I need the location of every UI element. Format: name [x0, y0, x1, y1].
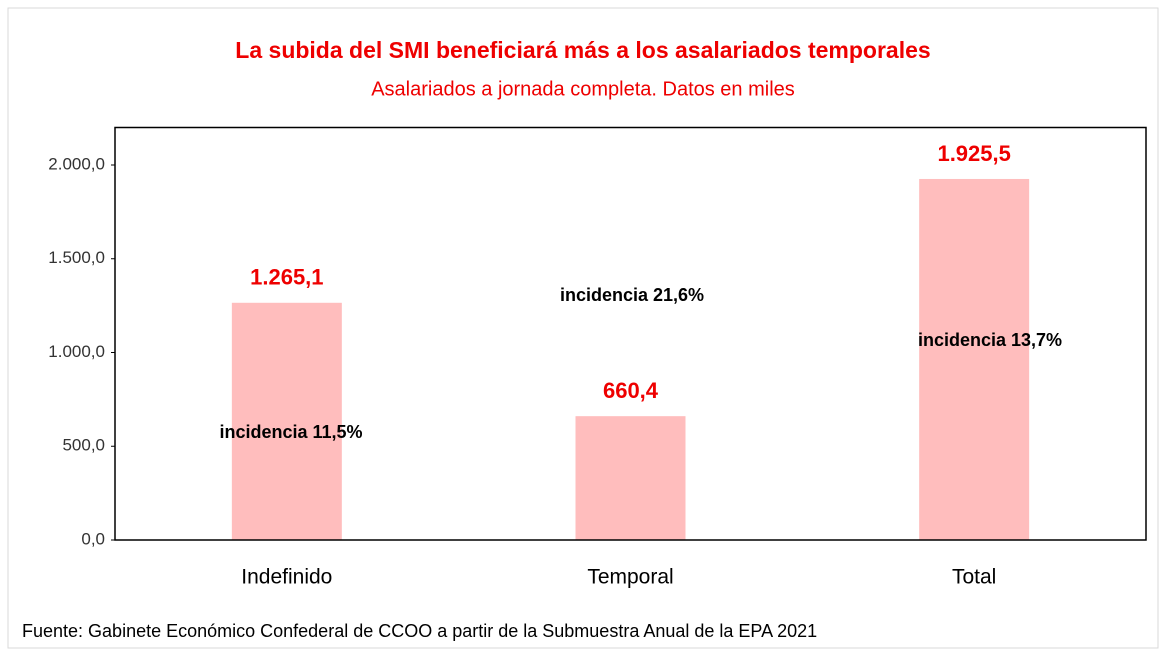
bar [231, 302, 342, 540]
value-label: 1.925,5 [937, 141, 1010, 166]
y-tick-label: 2.000,0 [48, 154, 105, 173]
x-tick-label: Indefinido [241, 566, 332, 589]
y-tick-label: 1.500,0 [48, 248, 105, 267]
chart-subtitle: Asalariados a jornada completa. Datos en… [371, 78, 795, 100]
annotation: incidencia 21,6% [560, 285, 704, 305]
source-note: Fuente: Gabinete Económico Confederal de… [22, 621, 817, 641]
chart-title: La subida del SMI beneficiará más a los … [235, 37, 930, 63]
value-label: 660,4 [603, 378, 659, 403]
chart-border [7, 7, 1159, 649]
annotation: incidencia 13,7% [918, 330, 1062, 350]
annotation: incidencia 11,5% [219, 422, 362, 442]
y-tick-label: 500,0 [62, 436, 105, 455]
bar [575, 416, 686, 540]
bar [919, 178, 1030, 540]
y-tick-label: 1.000,0 [48, 342, 105, 361]
x-tick-label: Total [952, 566, 996, 589]
x-tick-label: Temporal [587, 566, 673, 589]
y-tick-label: 0,0 [81, 529, 105, 548]
plot-frame [114, 126, 1147, 541]
value-label: 1.265,1 [250, 265, 323, 290]
